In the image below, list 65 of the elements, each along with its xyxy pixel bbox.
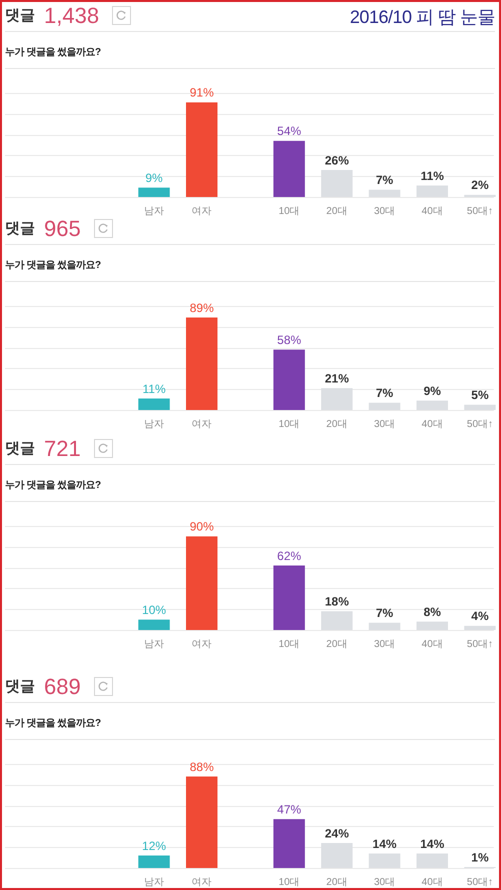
x-tick-label: 10대 — [278, 206, 300, 217]
x-tick-label: 10대 — [278, 876, 300, 888]
data-label: 21% — [324, 371, 350, 386]
x-tick-label: 10대 — [278, 638, 300, 650]
data-label: 10% — [142, 602, 166, 617]
chart-subtitle: 누가 댓글을 썼을까요? — [5, 717, 101, 730]
chart-title: 댓글 689 — [5, 674, 81, 700]
x-tick-label: 20대 — [326, 638, 348, 650]
x-tick-label: 여자 — [192, 876, 212, 888]
x-tick-label: 남자 — [144, 876, 164, 888]
data-label: 7% — [376, 606, 394, 620]
chart-title: 댓글 721 — [5, 436, 81, 462]
chart-title: 댓글 965 — [5, 216, 81, 242]
x-tick-label: 40대 — [422, 418, 443, 430]
text: 2016/10 피 땀 눈물 — [350, 6, 495, 29]
data-label: 14% — [372, 836, 397, 851]
data-label: 7% — [376, 386, 394, 400]
data-label: 90% — [190, 520, 214, 534]
x-tick-label: 50대↑ — [466, 876, 493, 888]
data-label: 24% — [324, 826, 350, 840]
x-tick-label: 20대 — [326, 418, 348, 430]
x-tick-label: 10대 — [278, 418, 300, 430]
x-tick-label: 50대↑ — [466, 206, 493, 217]
chart-title: 댓글 1,438 — [5, 2, 100, 28]
x-tick-label: 40대 — [422, 876, 443, 888]
x-tick-label: 50대↑ — [466, 418, 493, 430]
data-label: 89% — [190, 300, 214, 315]
x-tick-label: 30대 — [374, 876, 396, 888]
data-label: 14% — [420, 836, 445, 851]
data-label: 18% — [324, 594, 350, 609]
data-label: 62% — [277, 548, 302, 563]
data-label: 91% — [190, 86, 214, 100]
data-label: 9% — [424, 384, 442, 398]
data-label: 7% — [376, 173, 394, 188]
x-tick-label: 남자 — [144, 418, 164, 430]
x-tick-label: 20대 — [326, 876, 348, 888]
data-label: 5% — [471, 388, 489, 402]
data-label: 1% — [471, 850, 489, 864]
data-label: 58% — [277, 332, 302, 347]
x-tick-label: 20대 — [326, 206, 348, 217]
data-label: 11% — [420, 168, 444, 183]
x-tick-label: 30대 — [374, 206, 396, 217]
data-label: 88% — [190, 760, 214, 774]
data-label: 12% — [142, 838, 166, 853]
x-tick-label: 여자 — [192, 638, 212, 650]
data-label: 54% — [277, 124, 302, 138]
x-tick-label: 40대 — [422, 206, 443, 217]
x-tick-label: 30대 — [374, 638, 396, 650]
data-label: 4% — [471, 609, 489, 624]
data-label: 11% — [142, 382, 166, 396]
x-tick-label: 50대↑ — [466, 638, 493, 650]
data-label: 47% — [277, 802, 302, 816]
x-tick-label: 남자 — [144, 206, 164, 217]
x-tick-label: 여자 — [192, 418, 212, 430]
x-tick-label: 여자 — [192, 206, 212, 217]
chart-subtitle: 누가 댓글을 썼을까요? — [5, 46, 101, 59]
x-tick-label: 남자 — [144, 638, 164, 650]
data-label: 9% — [145, 170, 164, 185]
chart-subtitle: 누가 댓글을 썼을까요? — [5, 479, 101, 492]
data-label: 26% — [324, 153, 350, 168]
chart-subtitle: 누가 댓글을 썼을까요? — [5, 259, 101, 272]
data-label: 8% — [424, 604, 442, 619]
data-label: 2% — [471, 178, 489, 192]
x-tick-label: 30대 — [374, 418, 396, 430]
x-tick-label: 40대 — [422, 638, 443, 650]
